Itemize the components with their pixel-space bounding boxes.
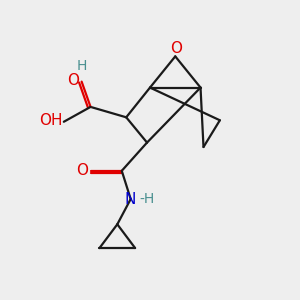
Text: H: H [76, 59, 87, 73]
Text: O: O [67, 73, 79, 88]
Text: O: O [170, 40, 182, 56]
Text: OH: OH [40, 113, 63, 128]
Text: N: N [124, 191, 136, 206]
Text: -H: -H [140, 192, 155, 206]
Text: O: O [76, 163, 88, 178]
